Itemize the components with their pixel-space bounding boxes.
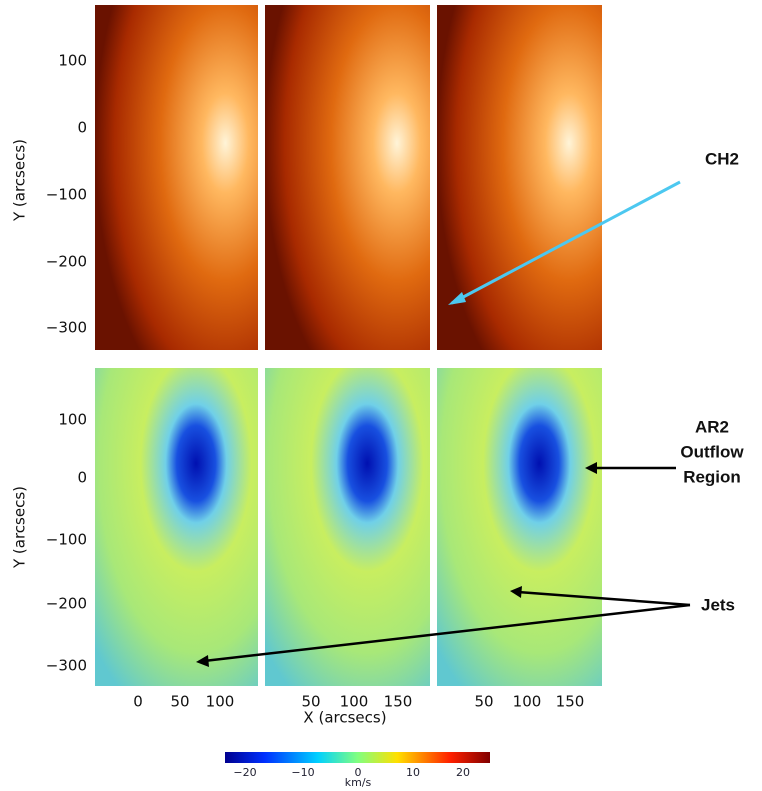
y-tick-label: 0: [77, 119, 87, 137]
annotation: AR2: [695, 417, 729, 436]
y-tick-label: −100: [46, 186, 87, 204]
arrow: [451, 180, 681, 305]
x-label: X (arcsecs): [303, 709, 386, 727]
colorbar-tick-label: −10: [291, 766, 314, 779]
image-panel: [265, 368, 430, 686]
y-tick-label: −200: [46, 595, 87, 613]
image-panel: [437, 368, 602, 686]
x-tick-label: 100: [340, 693, 369, 711]
annotation: Jets: [701, 595, 735, 614]
y-tick-label: 100: [58, 52, 87, 70]
y-label: Y (arcsecs): [11, 486, 29, 569]
y-tick-label: 100: [58, 411, 87, 429]
x-tick-label: 0: [133, 693, 143, 711]
y-tick-label: 0: [77, 469, 87, 487]
colorbar: [225, 752, 490, 763]
arrowhead: [448, 292, 466, 305]
colorbar-tick-label: −20: [233, 766, 256, 779]
annotation: CH2: [705, 149, 739, 168]
annotation: Outflow: [680, 442, 744, 461]
image-panel: [95, 5, 258, 350]
colorbar-tick-label: 10: [406, 766, 420, 779]
colorbar-tick-label: 20: [456, 766, 470, 779]
colorbar-tick-label: 0: [355, 766, 362, 779]
y-label: Y (arcsecs): [11, 139, 29, 222]
x-tick-label: 150: [384, 693, 413, 711]
x-tick-label: 150: [556, 693, 585, 711]
y-tick-label: −300: [46, 657, 87, 675]
x-tick-label: 100: [513, 693, 542, 711]
image-panel: [95, 368, 258, 686]
x-tick-label: 100: [206, 693, 235, 711]
y-tick-label: −200: [46, 253, 87, 271]
image-panel: [265, 5, 430, 350]
x-tick-label: 50: [474, 693, 493, 711]
colorbar-label: km/s: [345, 776, 372, 789]
arrowhead: [585, 462, 597, 474]
arrowhead: [196, 655, 209, 667]
annotation: Region: [683, 467, 741, 486]
x-tick-label: 50: [301, 693, 320, 711]
arrowhead: [510, 586, 522, 598]
arrow: [203, 603, 691, 663]
x-tick-label: 50: [170, 693, 189, 711]
arrow: [517, 590, 691, 607]
image-panel: [437, 5, 602, 350]
y-tick-label: −300: [46, 319, 87, 337]
y-tick-label: −100: [46, 531, 87, 549]
